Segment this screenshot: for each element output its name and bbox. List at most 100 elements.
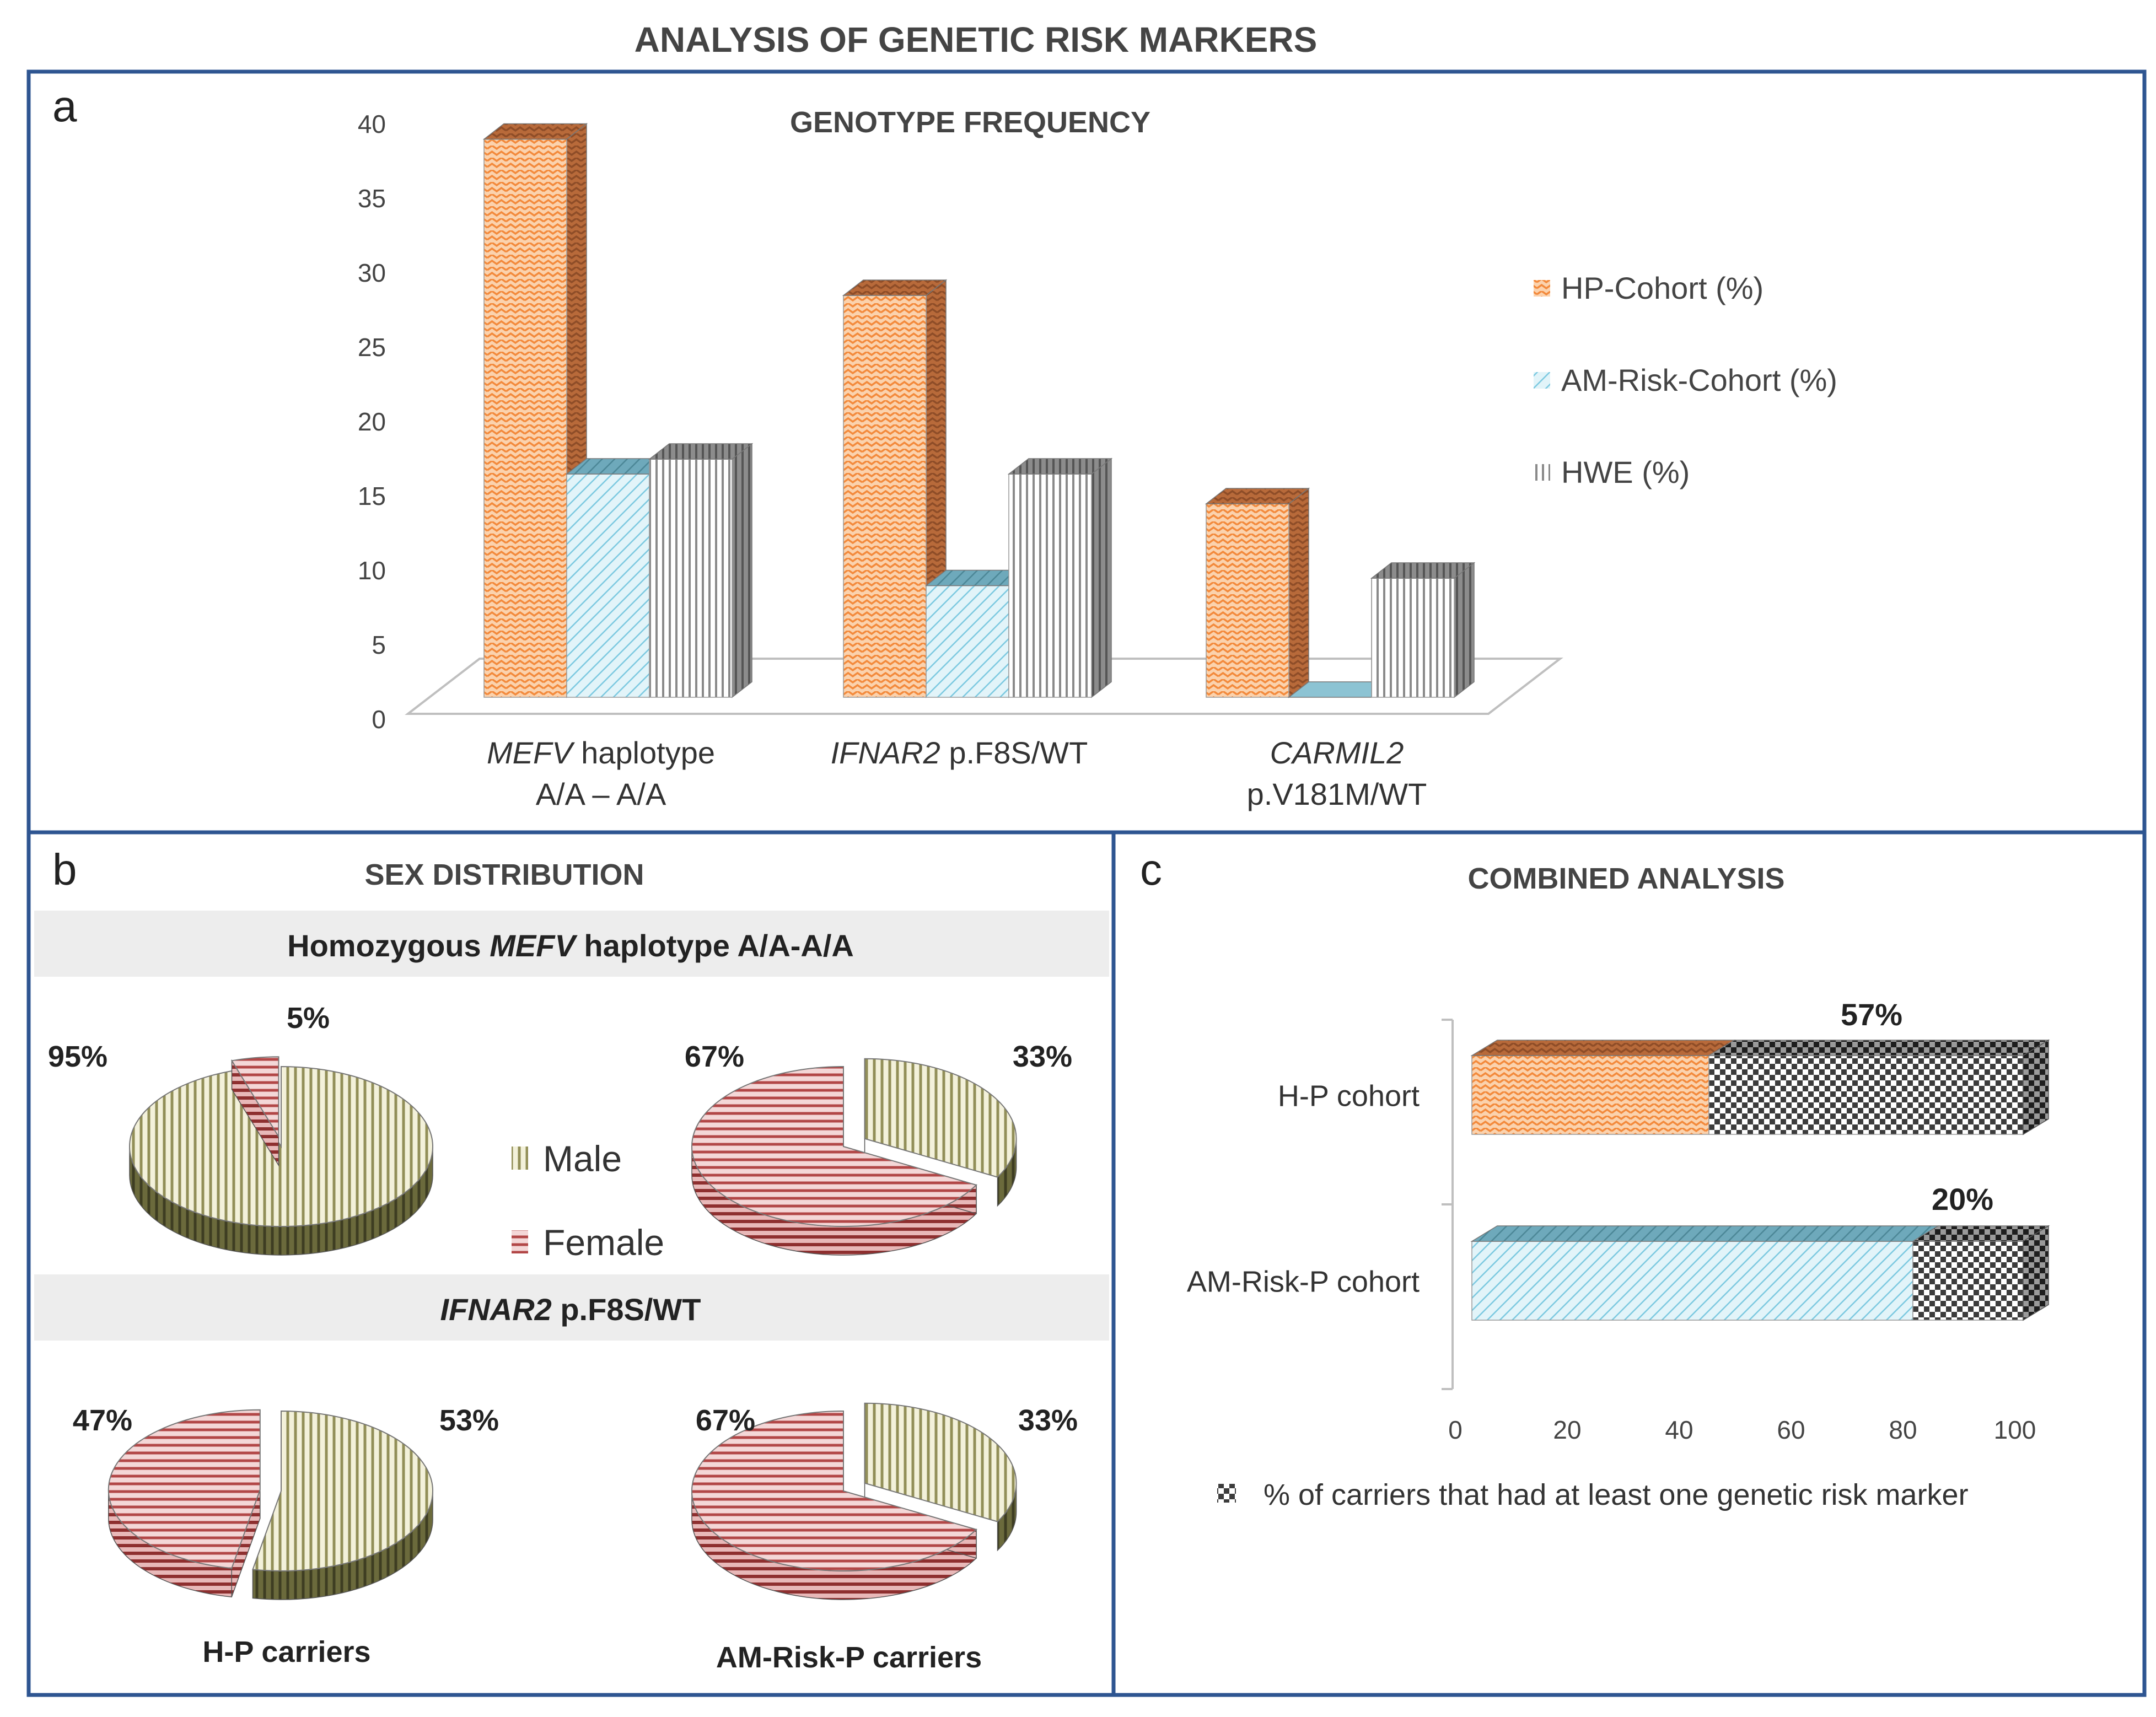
y-tick-label-40: 40 xyxy=(358,110,386,138)
category-label-ifnar2-gene: IFNAR2 xyxy=(831,735,940,770)
x-tick-label-40: 40 xyxy=(1665,1415,1693,1444)
pie-2-slice-male-top xyxy=(864,1058,1017,1178)
x-tick-label-0: 0 xyxy=(1448,1415,1463,1444)
y-tick-label-20: 20 xyxy=(358,407,386,436)
bar-hwe-1 xyxy=(648,443,754,698)
x-tick-label-60: 60 xyxy=(1777,1415,1805,1444)
panel-b: b SEX DISTRIBUTION Homozygous MEFV haplo… xyxy=(34,845,1109,1674)
panel-c-x-axis: 0 20 40 60 80 100 xyxy=(1448,1415,2036,1444)
panel-a-frame xyxy=(26,69,2147,835)
bar-hp-cohort-3-top xyxy=(1205,488,1310,504)
x-tick-label-100: 100 xyxy=(1994,1415,2036,1444)
panel-a-bars xyxy=(482,122,1476,698)
panel-b-label-hp-carriers: H-P carriers xyxy=(202,1635,370,1668)
legend-swatch-male xyxy=(512,1147,528,1170)
panel-c: c COMBINED ANALYSIS H-P cohort 57% AM-Risk… xyxy=(1140,845,2050,1511)
bar-h-p-cohort-segment-2-top xyxy=(1707,1040,2050,1056)
panel-c-chart-title: COMBINED ANALYSIS xyxy=(1467,862,1784,895)
page-title: ANALYSIS OF GENETIC RISK MARKERS xyxy=(635,20,1318,60)
pie-4-slice-male xyxy=(864,1402,1017,1552)
legend-label-female: Female xyxy=(543,1222,664,1263)
pie-3-label-male: 53% xyxy=(439,1404,499,1437)
bar-hwe-2-side xyxy=(1091,457,1112,698)
legend-swatch-female xyxy=(512,1230,528,1253)
pie-1-slice-male-top xyxy=(129,1065,433,1227)
panel-b-label-am-risk-p-carriers: AM-Risk-P carriers xyxy=(716,1641,982,1674)
panel-b-title: SEX DISTRIBUTION xyxy=(364,858,644,891)
panel-b-band-ifnar2-label: IFNAR2 p.F8S/WT xyxy=(440,1292,701,1327)
panel-a-y-axis: 0 5 10 15 20 25 30 35 40 xyxy=(358,110,386,734)
bar-hwe-1-top xyxy=(648,443,754,460)
pie-1-slice-female xyxy=(230,1056,279,1167)
category-label-ifnar2-variant: p.F8S/WT xyxy=(940,735,1088,770)
y-tick-label-0: 0 xyxy=(372,705,386,734)
pie-2-slice-male xyxy=(864,1058,1017,1207)
pie-1-label-female: 5% xyxy=(287,1002,330,1035)
legend-label-hwe: HWE (%) xyxy=(1561,455,1690,489)
panel-b-band-ifnar2 xyxy=(34,1274,1109,1341)
bar-hp-cohort-2-front xyxy=(843,295,927,698)
y-tick-label-30: 30 xyxy=(358,259,386,287)
bar-hp-cohort-3-side xyxy=(1288,487,1309,698)
panel-b-legend: Male Female xyxy=(512,1138,664,1263)
category-label-carmil2: CARMIL2 xyxy=(1270,735,1404,770)
pie-1-label-male: 95% xyxy=(48,1040,107,1073)
pie-4-slice-male-top xyxy=(864,1402,1017,1522)
panel-a-category-labels: MEFV haplotype A/A – A/A IFNAR2 p.F8S/WT CA… xyxy=(487,735,1427,811)
panel-a-letter: a xyxy=(52,82,77,131)
y-tick-label-15: 15 xyxy=(358,482,386,510)
y-tick-label-35: 35 xyxy=(358,184,386,213)
panel-b-letter: b xyxy=(52,845,77,894)
pie-3-slice-female xyxy=(107,1409,261,1597)
legend-swatch-carriers-marker xyxy=(1217,1484,1236,1503)
pie-3-label-female: 47% xyxy=(73,1404,132,1437)
legend-label-am-risk-cohort: AM-Risk-Cohort (%) xyxy=(1561,363,1837,397)
legend-swatch-hp-cohort xyxy=(1534,280,1550,297)
pie-4-label-female: 67% xyxy=(696,1404,755,1437)
pie-3-slice-male-top xyxy=(252,1410,433,1571)
bar-am-risk-p-cohort-segment-1-front xyxy=(1471,1241,1913,1321)
pie-2-slice-female xyxy=(691,1065,977,1256)
category-label-carmil2-gene: CARMIL2 xyxy=(1270,735,1404,770)
bar-am-risk-p-cohort-segment-1-top xyxy=(1470,1225,1940,1242)
bar-hwe-2 xyxy=(1007,457,1113,698)
pie-4: 33% 67% xyxy=(691,1402,1078,1600)
panel-a: a GENOTYPE FREQUENCY 0 5 10 15 20 25 30 35 40 ME… xyxy=(52,82,1837,811)
bar-h-p-cohort-segment-1-front xyxy=(1471,1055,1709,1135)
category-label-mefv-gene: MEFV xyxy=(487,735,575,770)
bar-am-risk-cohort-1-front xyxy=(566,473,650,698)
pie-4-slice-female-top xyxy=(691,1410,977,1571)
legend-label-carriers-marker: % of carriers that had at least one gene… xyxy=(1264,1478,1969,1511)
y-tick-label-10: 10 xyxy=(358,556,386,585)
pie-2: 33% 67% xyxy=(685,1040,1072,1256)
legend-label-hp-cohort: HP-Cohort (%) xyxy=(1561,271,1763,305)
category-label-am-risk-p-cohort: AM-Risk-P cohort xyxy=(1187,1266,1420,1299)
panel-c-frame xyxy=(1111,830,2147,1697)
pie-4-slice-female xyxy=(691,1410,977,1600)
category-label-mefv-line2: A/A – A/A xyxy=(536,777,666,811)
panel-a-legend: HP-Cohort (%) AM-Risk-Cohort (%) HWE (%) xyxy=(1534,271,1837,489)
bar-h-p-cohort-segment-1-top xyxy=(1470,1040,1736,1056)
pie-3-slice-male xyxy=(252,1410,433,1600)
bar-am-risk-p-cohort-end-cap xyxy=(2023,1225,2049,1321)
bar-hp-cohort-1-front xyxy=(483,138,567,698)
category-label-ifnar2: IFNAR2 p.F8S/WT xyxy=(831,735,1088,770)
panel-c-bars: H-P cohort 57% AM-Risk-P cohort 20% xyxy=(1187,997,2050,1321)
pie-3: 53% 47% xyxy=(73,1404,499,1600)
panel-b-band-mefv xyxy=(34,911,1109,977)
x-tick-label-80: 80 xyxy=(1889,1415,1917,1444)
bar-hp-cohort-2-top xyxy=(842,279,948,296)
y-tick-label-25: 25 xyxy=(358,333,386,362)
pie-4-label-male: 33% xyxy=(1018,1404,1078,1437)
bar-hwe-2-top xyxy=(1007,458,1113,475)
bar-am-risk-p-cohort-segment-2-front xyxy=(1912,1241,2024,1321)
panel-a-chart-title: GENOTYPE FREQUENCY xyxy=(790,106,1150,139)
bar-hwe-1-side xyxy=(732,443,752,698)
bar-hp-cohort-1 xyxy=(482,122,588,698)
data-label-h-p-cohort: 57% xyxy=(1841,997,1902,1032)
y-tick-label-5: 5 xyxy=(372,631,386,659)
bar-hp-cohort-3-front xyxy=(1206,503,1289,698)
legend-swatch-hwe xyxy=(1534,464,1550,481)
bar-hwe-3-side xyxy=(1454,562,1475,698)
